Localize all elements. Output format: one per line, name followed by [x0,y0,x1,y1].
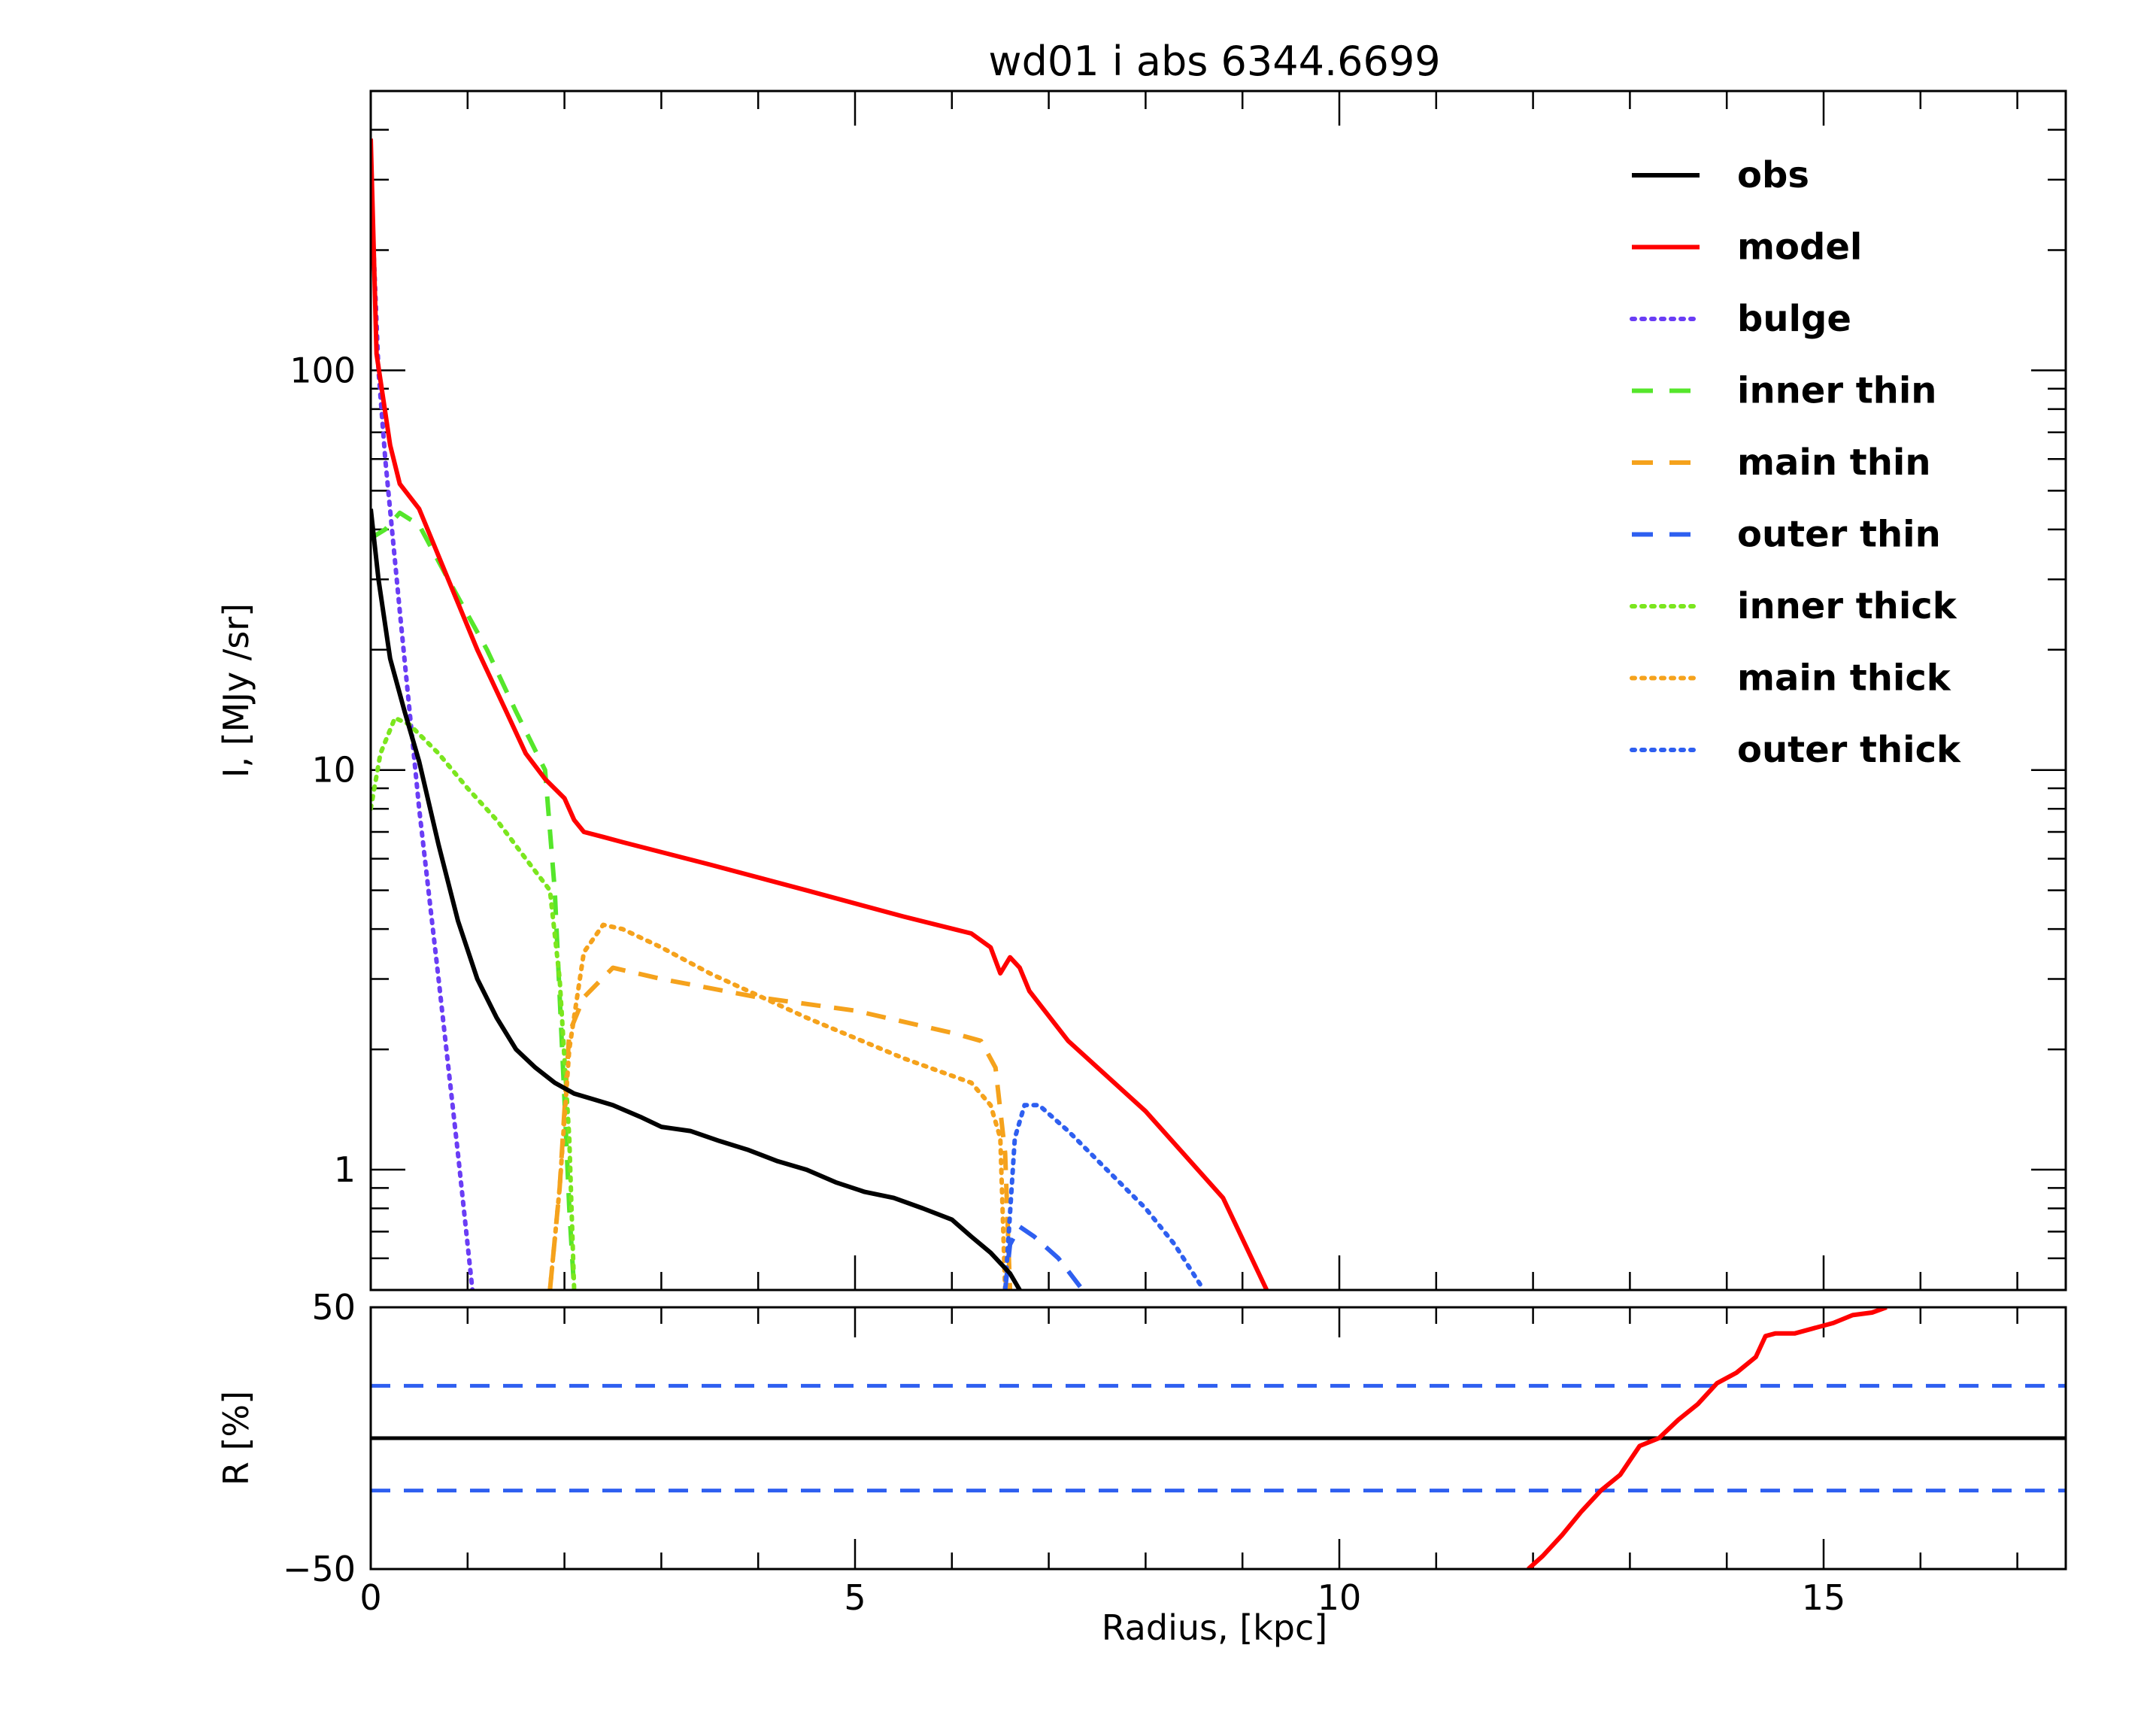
bottom-plot-area [371,1307,2066,1569]
legend-label: main thin [1737,442,1930,484]
x-tick-labels: 0 5 10 15 [359,1577,1845,1618]
top-plot-area [371,138,1269,1290]
y-tick-label: 10 [311,750,356,791]
bottom-y-axis-label: R [%] [216,1391,256,1486]
y-tick-label: 50 [311,1287,356,1328]
top-panel-frame [369,90,2067,1291]
series-main-thin-line [547,965,1013,1290]
legend-label: outer thick [1737,729,1961,771]
legend-label: main thick [1737,657,1951,700]
x-tick-label: 10 [1318,1577,1362,1618]
series-obs-line [371,508,1022,1290]
series-main-thick-line [547,922,1008,1290]
bottom-panel: −50 50 0 5 10 15 R [%] Radius, [kpc] [216,1287,2067,1648]
bottom-panel-frame [369,1306,2067,1571]
top-y-axis-label: I, [MJy /sr] [216,603,256,778]
series-outer-thick-line [1002,1103,1206,1290]
legend-label: obs [1737,154,1809,196]
legend: obs model bulge inner thin main thin outer th… [1630,154,1961,771]
x-tick-label: 0 [359,1577,381,1618]
legend-label: inner thick [1737,585,1957,627]
series-inner-thick-line [371,715,577,1290]
series-inner-thin-line [371,510,577,1290]
x-tick-label: 15 [1802,1577,1846,1618]
legend-label: outer thin [1737,514,1941,556]
top-panel: 1 10 100 I, [MJy /sr] obs model bulge inner t… [216,90,2067,1291]
residual-line [1527,1307,1888,1569]
y-tick-label: 100 [290,350,356,390]
series-model-line [371,138,1269,1290]
legend-label: inner thin [1737,370,1936,412]
x-tick-label: 5 [844,1577,866,1618]
legend-label: model [1737,226,1862,269]
legend-label: bulge [1737,298,1851,340]
top-y-tick-labels: 1 10 100 [290,350,356,1190]
bottom-y-tick-labels: −50 50 [283,1287,356,1589]
chart-title: wd01 i abs 6344.6699 [988,38,1440,85]
y-tick-label: 1 [334,1149,356,1190]
x-axis-label: Radius, [kpc] [1102,1607,1328,1648]
y-tick-label: −50 [283,1549,356,1589]
